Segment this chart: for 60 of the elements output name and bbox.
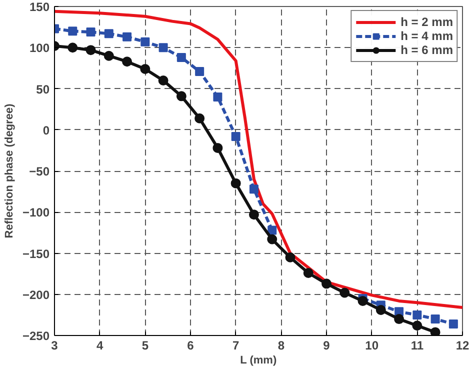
point bbox=[249, 184, 258, 194]
point bbox=[230, 178, 241, 188]
y-tick-label: 150 bbox=[29, 0, 50, 14]
y-tick-label: 0 bbox=[42, 123, 50, 138]
point bbox=[340, 288, 350, 298]
point bbox=[176, 52, 186, 62]
point bbox=[158, 43, 168, 52]
x-tick-label: 9 bbox=[323, 338, 330, 352]
point bbox=[195, 66, 204, 76]
point bbox=[412, 320, 422, 331]
point bbox=[248, 210, 259, 220]
y-tick-label: −250 bbox=[22, 329, 50, 343]
y-tick-label: −200 bbox=[22, 288, 50, 302]
point bbox=[213, 92, 222, 102]
point bbox=[212, 142, 223, 153]
x-tick-label: 4 bbox=[96, 338, 104, 352]
point bbox=[104, 29, 114, 38]
x-tick-label: 5 bbox=[142, 338, 149, 352]
x-tick-label: 11 bbox=[410, 338, 424, 352]
y-tick-label: −50 bbox=[29, 164, 50, 178]
y-tick-label: −150 bbox=[22, 246, 50, 261]
point bbox=[430, 314, 440, 324]
y-tick-label: −100 bbox=[22, 206, 50, 220]
point bbox=[194, 113, 205, 124]
point bbox=[86, 45, 96, 56]
point bbox=[68, 42, 78, 53]
x-tick-label: 10 bbox=[365, 338, 379, 352]
legend-label: h = 2 mm bbox=[400, 15, 453, 29]
point bbox=[303, 268, 314, 278]
point bbox=[358, 296, 368, 306]
x-tick-label: 3 bbox=[51, 338, 58, 352]
x-tick-label: 7 bbox=[232, 338, 240, 352]
point bbox=[430, 327, 440, 336]
point bbox=[231, 132, 240, 141]
point bbox=[448, 319, 458, 328]
point bbox=[176, 91, 186, 102]
x-axis-title: L (mm) bbox=[240, 354, 277, 366]
point bbox=[285, 252, 296, 262]
point bbox=[412, 310, 422, 320]
point bbox=[394, 314, 404, 324]
point bbox=[140, 64, 150, 74]
point bbox=[376, 305, 386, 315]
point bbox=[322, 278, 332, 289]
y-axis-title: Reflection phase (degree) bbox=[3, 103, 16, 238]
point bbox=[268, 226, 277, 235]
legend-label: h = 6 mm bbox=[400, 43, 453, 57]
point bbox=[140, 37, 150, 46]
point bbox=[122, 32, 132, 42]
x-tick-label: 12 bbox=[456, 338, 470, 352]
legend-label: h = 4 mm bbox=[400, 29, 453, 43]
x-tick-label: 8 bbox=[278, 338, 285, 352]
point bbox=[68, 26, 78, 36]
x-tick-label: 6 bbox=[187, 338, 194, 352]
point bbox=[267, 234, 278, 244]
y-tick-label: 50 bbox=[36, 82, 50, 96]
point bbox=[104, 50, 114, 61]
point bbox=[86, 27, 96, 36]
point bbox=[122, 56, 132, 67]
point bbox=[158, 76, 168, 86]
y-tick-label: 100 bbox=[29, 41, 50, 56]
